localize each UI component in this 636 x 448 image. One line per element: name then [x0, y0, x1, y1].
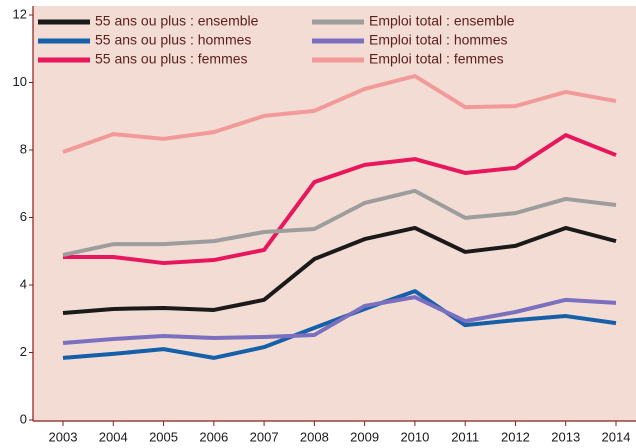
legend-label: Emploi total : hommes [369, 32, 508, 48]
x-tick-label: 2006 [199, 429, 228, 444]
y-tick-label: 6 [20, 209, 27, 224]
legend-label: 55 ans ou plus : ensemble [95, 13, 259, 29]
x-tick-label: 2007 [250, 429, 279, 444]
y-tick-label: 4 [20, 276, 27, 291]
y-tick-label: 12 [13, 6, 27, 21]
x-tick-label: 2004 [99, 429, 128, 444]
plot-background [33, 6, 636, 421]
x-tick-label: 2014 [602, 429, 631, 444]
x-tick-label: 2009 [350, 429, 379, 444]
x-tick-label: 2008 [300, 429, 329, 444]
legend-label: Emploi total : ensemble [369, 13, 515, 29]
legend-label: 55 ans ou plus : hommes [95, 32, 251, 48]
x-tick-label: 2013 [551, 429, 580, 444]
x-tick-label: 2003 [49, 429, 78, 444]
series-line [62, 74, 617, 154]
x-tick-label: 2012 [501, 429, 530, 444]
x-tick-label: 2005 [149, 429, 178, 444]
x-tick-label: 2011 [451, 429, 479, 444]
y-tick-label: 2 [20, 344, 27, 359]
series-line [63, 133, 617, 266]
legend-label: Emploi total : femmes [369, 51, 504, 67]
legend-label: 55 ans ou plus : femmes [95, 51, 248, 67]
y-tick-label: 0 [20, 411, 27, 426]
series-line [62, 225, 617, 316]
series-line [62, 188, 617, 257]
series-line [62, 295, 617, 346]
y-tick-label: 8 [20, 141, 27, 156]
y-tick-label: 10 [13, 74, 27, 89]
x-tick-label: 2010 [400, 429, 429, 444]
